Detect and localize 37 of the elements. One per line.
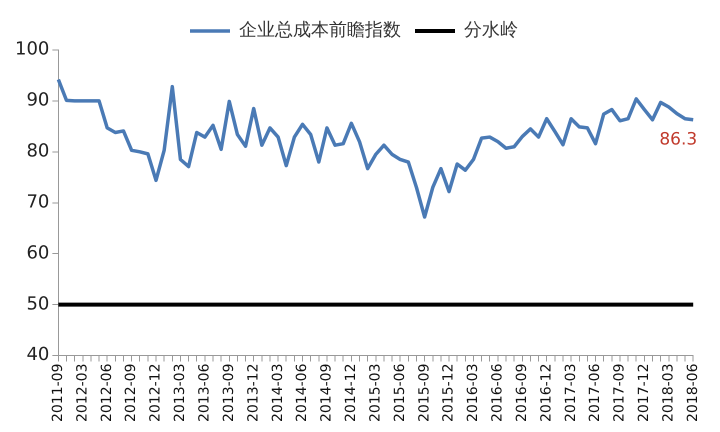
legend-label: 企业总成本前瞻指数 xyxy=(239,20,401,41)
x-tick-label: 2016-06 xyxy=(490,363,506,422)
x-tick-label: 2016-03 xyxy=(465,364,482,422)
x-tick-label: 2014-03 xyxy=(270,364,286,422)
x-tick-label: 2014-09 xyxy=(318,364,335,422)
y-tick-label: 50 xyxy=(26,293,50,314)
y-tick-label: 90 xyxy=(26,90,50,111)
x-tick-label: 2016-12 xyxy=(538,364,554,422)
x-tick-label: 2015-12 xyxy=(440,364,457,422)
y-tick-label: 100 xyxy=(14,38,50,60)
legend-label: 分水岭 xyxy=(464,20,518,41)
x-tick-label: 2018-06 xyxy=(684,363,701,422)
x-tick-label: 2012-03 xyxy=(74,364,90,422)
x-tick-label: 2012-12 xyxy=(148,364,164,422)
x-tick-label: 2017-12 xyxy=(636,364,652,422)
x-tick-label: 2017-09 xyxy=(612,364,628,422)
x-tick-label: 2017-06 xyxy=(587,363,604,422)
y-tick-label: 70 xyxy=(26,191,50,212)
x-tick-label: 2011-09 xyxy=(50,364,66,422)
x-tick-label: 2013-03 xyxy=(172,364,188,422)
y-tick-label: 40 xyxy=(26,344,50,366)
x-tick-label: 2016-09 xyxy=(514,364,530,422)
x-tick-label: 2018-03 xyxy=(660,364,676,422)
x-tick-label: 2013-06 xyxy=(196,363,212,422)
x-tick-label: 2017-03 xyxy=(562,364,579,422)
data-label: 86.3 xyxy=(659,130,698,150)
x-tick-label: 2013-12 xyxy=(245,364,262,422)
x-tick-label: 2015-06 xyxy=(392,363,408,422)
x-tick-label: 2012-06 xyxy=(98,363,115,422)
y-tick-label: 80 xyxy=(26,140,50,162)
x-tick-label: 2013-09 xyxy=(220,364,237,422)
x-tick-label: 2015-09 xyxy=(416,364,432,422)
x-tick-label: 2012-09 xyxy=(123,364,140,422)
y-tick-label: 60 xyxy=(26,242,50,264)
x-tick-label: 2014-12 xyxy=(343,364,359,422)
x-tick-label: 2014-06 xyxy=(294,363,310,422)
x-tick-label: 2015-03 xyxy=(367,364,384,422)
